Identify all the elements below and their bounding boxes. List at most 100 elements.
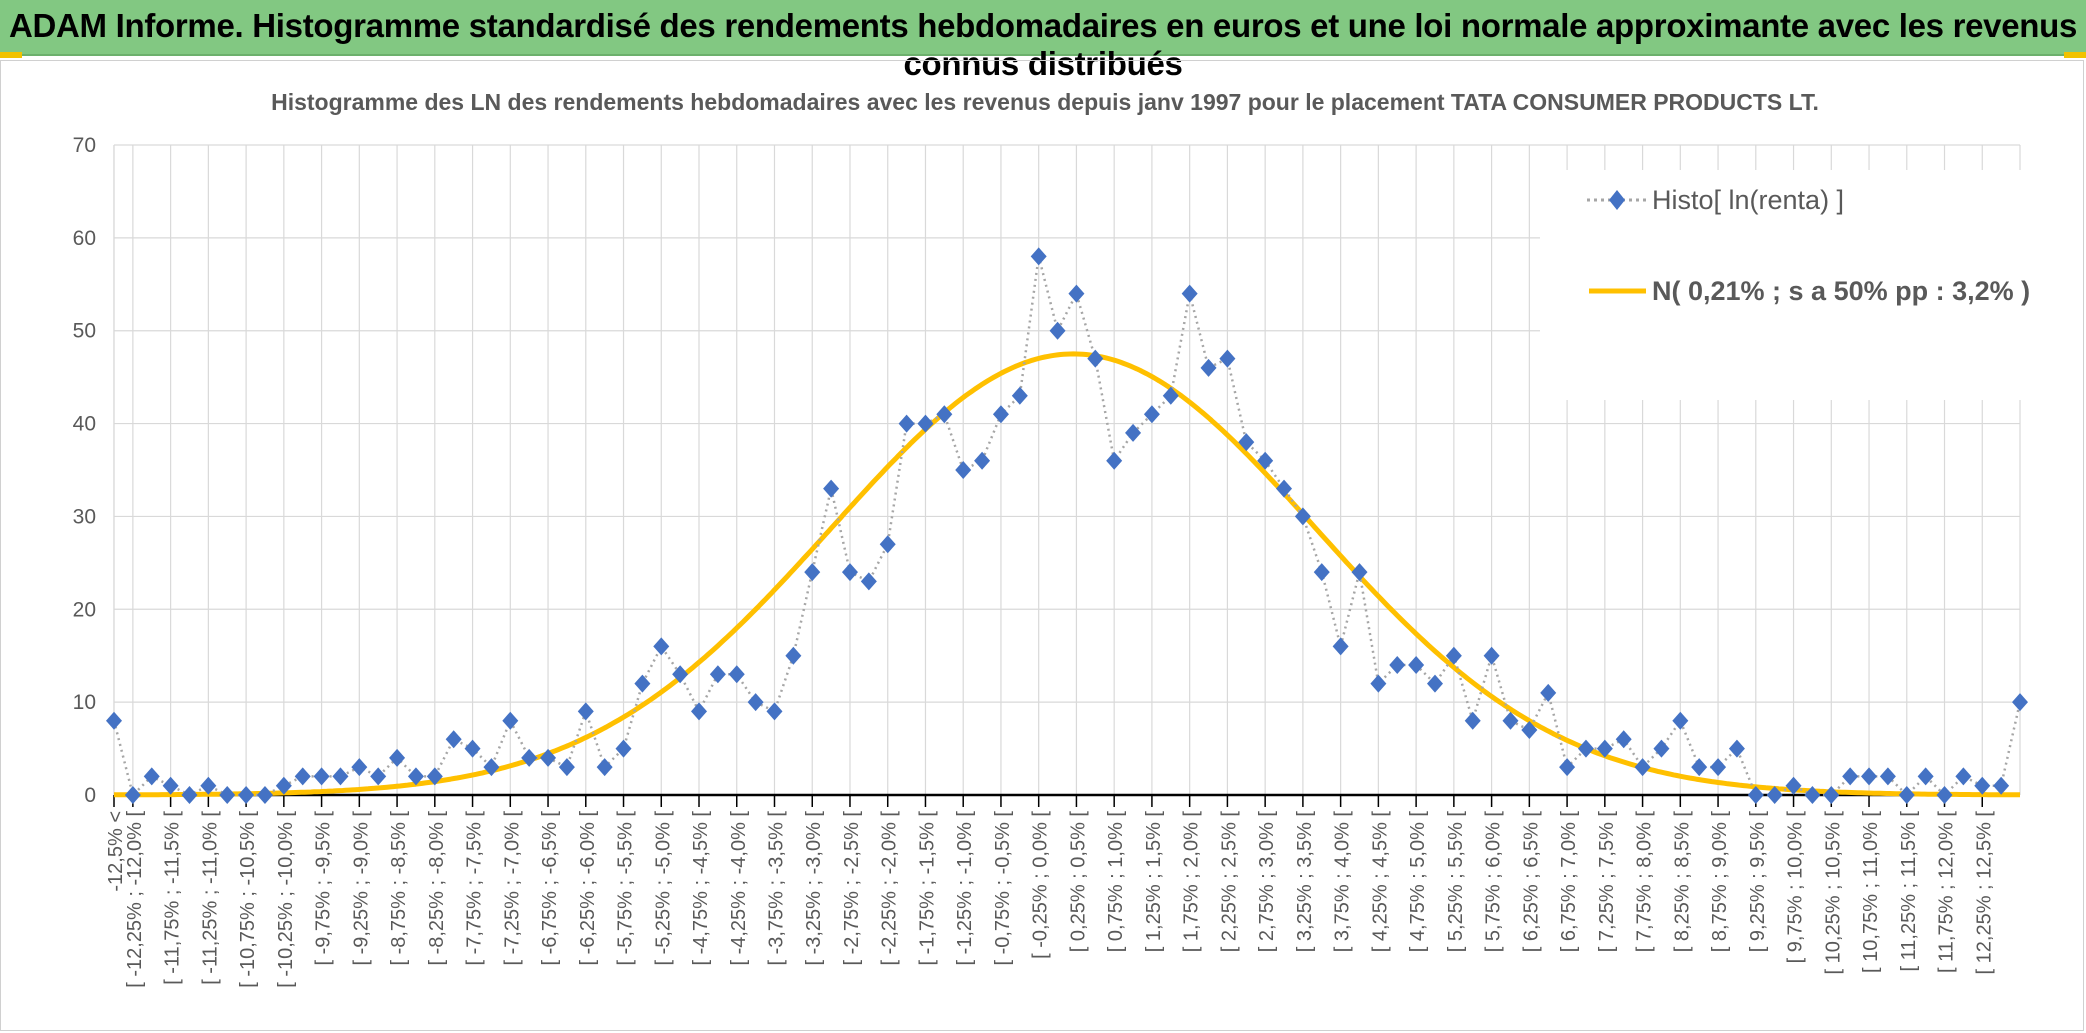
histogram-point	[709, 665, 726, 684]
x-tick-label: [ -2,25% ; -2,0% [	[879, 811, 901, 966]
x-tick-label: [ 8,25% ; 8,5% [	[1671, 811, 1693, 953]
histogram-point	[1408, 656, 1425, 674]
x-tick-label: [ 8,75% ; 9,0% [	[1709, 811, 1731, 953]
histogram-point	[389, 748, 406, 767]
histogram-point	[407, 767, 424, 786]
histogram-point	[1200, 358, 1217, 377]
histogram-point	[313, 767, 330, 786]
x-tick-label: [ 10,25% ; 10,5% [	[1822, 811, 1844, 975]
histogram-point	[1785, 776, 1802, 795]
histogram-point	[332, 767, 349, 786]
x-tick-label: [ 4,25% ; 4,5% [	[1369, 811, 1391, 953]
histogram-point	[1823, 786, 1840, 804]
x-tick-label: [ -1,75% ; -1,5% [	[916, 811, 938, 966]
histogram-point	[1030, 247, 1047, 266]
histogram-point	[483, 758, 500, 777]
x-tick-label: [ 1,25% ; 1,5% [	[1143, 811, 1165, 953]
histogram-point	[294, 767, 311, 786]
histogram-point	[1011, 386, 1028, 405]
histogram-point	[445, 730, 462, 749]
histogram-point	[766, 702, 783, 721]
x-tick-label: [ -10,25% ; -10,0% [	[275, 811, 297, 988]
histogram-point	[106, 711, 122, 730]
histogram-point	[1162, 386, 1179, 405]
x-tick-label: [ 5,25% ; 5,5% [	[1445, 811, 1467, 953]
x-tick-label: [ -1,25% ; -1,0% [	[954, 811, 976, 966]
histogram-point	[1936, 786, 1953, 804]
chart-area: Histogramme des LN des rendements hebdom…	[73, 89, 2080, 988]
histogram-point	[1615, 730, 1632, 749]
histogram-point	[1276, 479, 1293, 498]
histogram-point	[219, 786, 236, 804]
histogram-point	[1728, 739, 1745, 758]
x-tick-label: [ -8,75% ; -8,5% [	[388, 811, 410, 966]
histogram-point	[1351, 563, 1368, 582]
chart-title: Histogramme des LN des rendements hebdom…	[271, 89, 1819, 115]
histogram-point	[1634, 758, 1651, 777]
legend-diamond-icon	[1609, 190, 1625, 210]
histogram-point	[841, 563, 858, 582]
legend-histo-label: Histo[ ln(renta) ]	[1652, 185, 1844, 215]
histogram-point	[1879, 767, 1896, 786]
histogram-point	[1974, 776, 1991, 795]
histogram-point	[747, 693, 764, 712]
x-tick-label: [ -12,25% ; -12,0% [	[124, 811, 146, 988]
x-tick-label: [ 6,25% ; 6,5% [	[1520, 811, 1542, 953]
x-tick-label: [ 2,75% ; 3,0% [	[1256, 811, 1278, 953]
y-tick-label: 20	[73, 598, 96, 621]
report-banner: ADAM Informe. Histogramme standardisé de…	[0, 0, 2086, 82]
histogram-point	[955, 461, 972, 479]
x-tick-label: [ 3,25% ; 3,5% [	[1294, 811, 1316, 953]
x-tick-label: [ -0,25% ; 0,0% [	[1030, 811, 1052, 959]
x-tick-label: [ -2,75% ; -2,5% [	[841, 811, 863, 966]
histogram-point	[917, 414, 934, 433]
x-tick-label: [ 2,25% ; 2,5% [	[1218, 811, 1240, 953]
histogram-point	[558, 758, 575, 777]
x-tick-label: [ 4,75% ; 5,0% [	[1407, 811, 1429, 953]
histogram-point	[370, 767, 387, 786]
histogram-point	[1861, 767, 1878, 786]
x-tick-label: [ -8,25% ; -8,0% [	[426, 811, 448, 966]
left-corner-accent	[0, 52, 22, 58]
histogram-point	[143, 767, 160, 786]
histogram-point	[426, 767, 443, 786]
histogram-point	[1143, 405, 1160, 424]
normal-curve	[114, 351, 2020, 798]
histogram-point	[238, 786, 255, 804]
x-tick-label: [ -10,75% ; -10,5% [	[237, 811, 259, 988]
histogram-point	[1049, 321, 1066, 340]
histogram-point	[1294, 507, 1311, 526]
histogram-point	[898, 414, 915, 433]
histogram-point	[200, 776, 217, 795]
histogram-point	[1559, 758, 1576, 777]
histogram-point	[1653, 739, 1670, 758]
x-tick-label: [ 6,75% ; 7,0% [	[1558, 811, 1580, 953]
histogram-point	[974, 451, 991, 470]
histogram-point	[1672, 711, 1689, 730]
histogram-point	[672, 665, 689, 684]
histogram-point	[1257, 451, 1274, 470]
histogram-point	[1445, 646, 1462, 665]
histogram-point	[936, 405, 953, 424]
histogram-point	[1898, 786, 1915, 804]
y-tick-label: 30	[73, 505, 96, 528]
histogram-point	[540, 748, 557, 767]
histogram-point	[1540, 683, 1557, 702]
histogram-point	[521, 748, 538, 767]
histogram-point	[1521, 721, 1538, 739]
histogram-point	[1804, 786, 1821, 804]
histogram-point	[1766, 786, 1783, 804]
right-corner-accent	[2064, 52, 2086, 58]
histogram-point	[1332, 637, 1349, 656]
histogram-point	[785, 646, 802, 665]
normal-curve-layer	[114, 351, 2020, 798]
x-tick-label: [ -5,75% ; -5,5% [	[615, 811, 637, 966]
histogram-point	[728, 665, 745, 684]
histogram-point	[691, 702, 708, 721]
histogram-point	[1087, 349, 1104, 368]
histogram-point	[1370, 674, 1387, 693]
x-tick-label: [ -3,25% ; -3,0% [	[803, 811, 825, 966]
x-tick-label: [ 7,75% ; 8,0% [	[1634, 811, 1656, 953]
histogram-point	[1238, 433, 1255, 452]
histogram-point	[1426, 674, 1443, 693]
